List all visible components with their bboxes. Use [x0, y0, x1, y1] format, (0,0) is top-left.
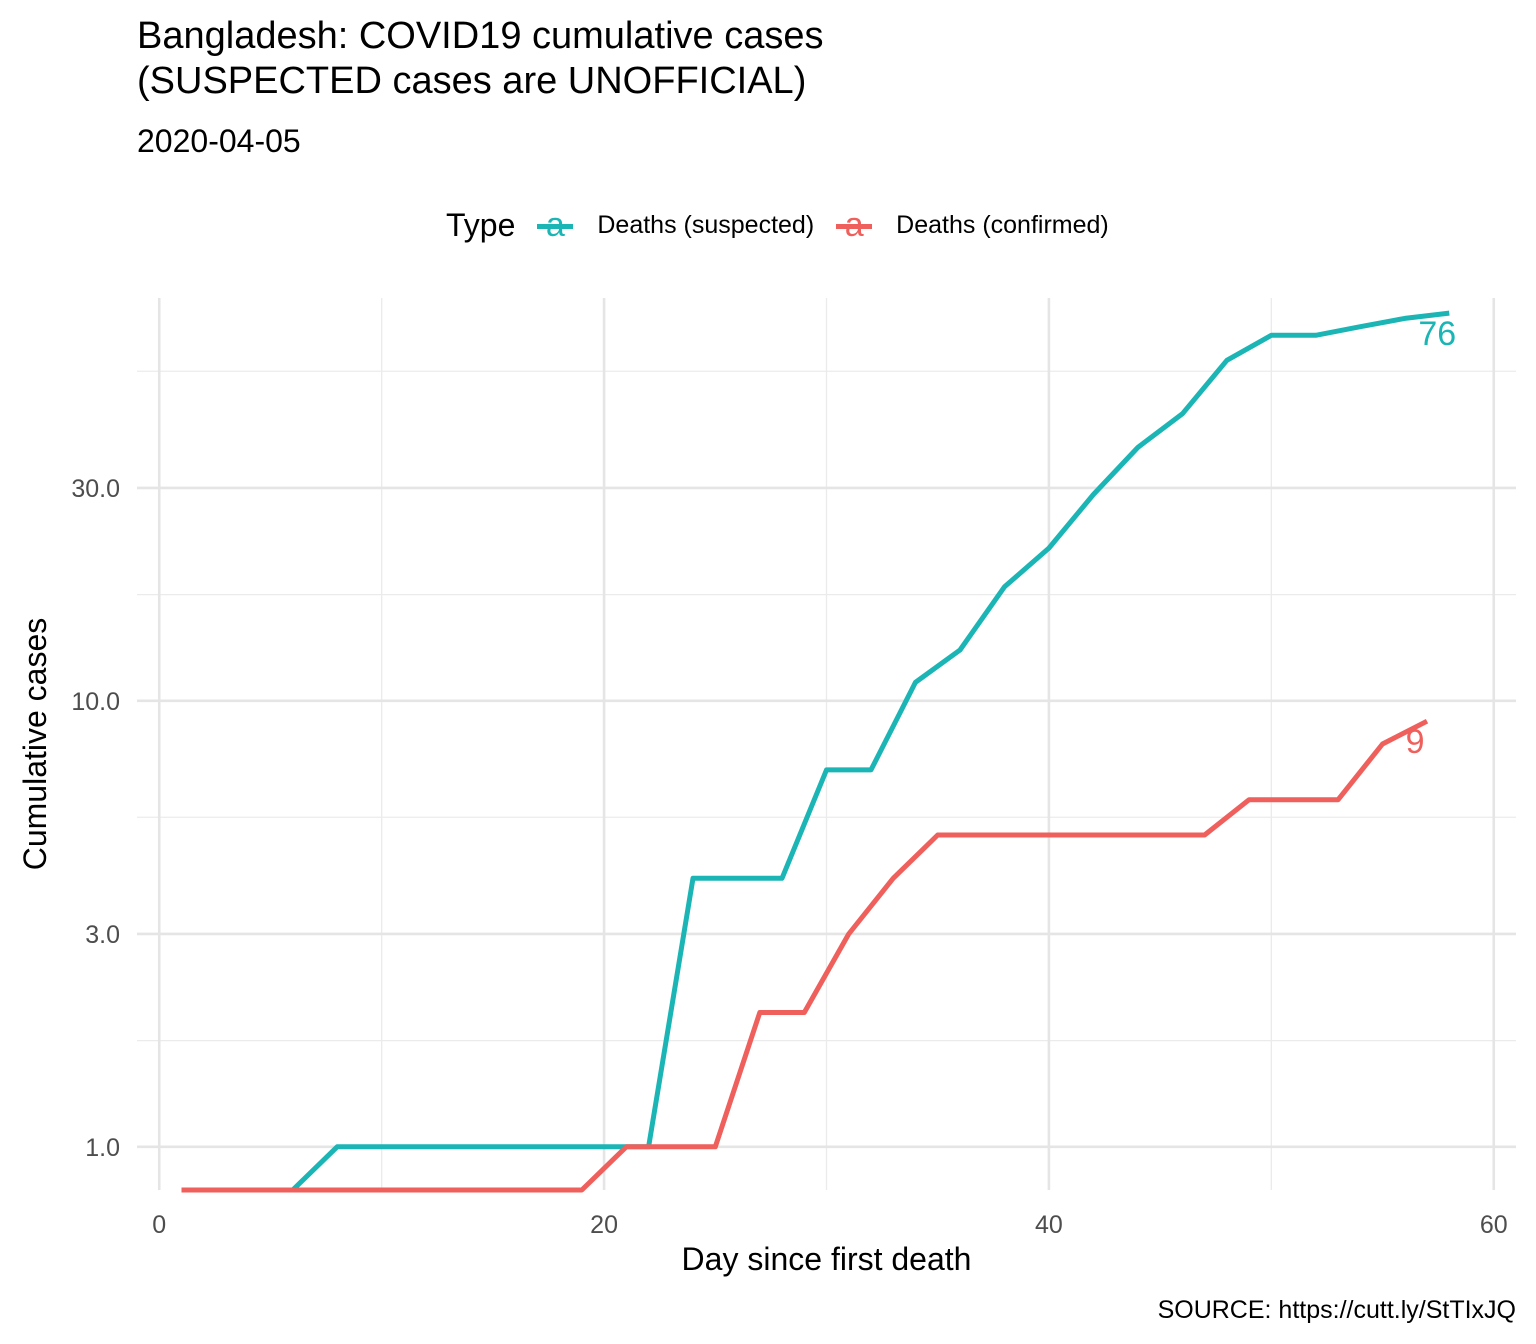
legend-title: Type — [446, 206, 516, 243]
series-end-label-0: 76 — [1418, 315, 1456, 353]
legend-key-line-confirmed — [836, 224, 873, 229]
legend-key-line-suspected — [537, 224, 574, 229]
grid-minor — [137, 298, 1516, 1190]
legend-key-glyph-suspected: a — [545, 206, 565, 244]
legend-label-suspected: Deaths (suspected) — [597, 210, 815, 239]
legend-label-confirmed: Deaths (confirmed) — [896, 210, 1109, 239]
legend-item-confirmed: a Deaths (confirmed) — [836, 206, 1109, 244]
chart-subtitle: 2020-04-05 — [137, 123, 301, 159]
x-tick-label-1: 20 — [590, 1211, 618, 1239]
chart-title-line-2: (SUSPECTED cases are UNOFFICIAL) — [137, 60, 807, 102]
chart-title-line-1: Bangladesh: COVID19 cumulative cases — [137, 15, 824, 57]
series-line-1 — [181, 718, 1429, 1193]
legend-key-suspected: a — [537, 206, 574, 244]
series-line-0 — [203, 310, 1450, 1193]
chart-title: Bangladesh: COVID19 cumulative cases (SU… — [137, 14, 823, 104]
x-axis-title: Day since first death — [682, 1241, 972, 1277]
series-end-label-1: 9 — [1406, 723, 1425, 761]
legend-key-confirmed: a — [836, 206, 873, 244]
axis-layer: 0 20 40 60 1.0 3.0 10.0 30.0 Day since first dea… — [17, 475, 1508, 1277]
x-tick-label-3: 60 — [1480, 1211, 1508, 1239]
legend: Type a Deaths (suspected) a Deaths (conf… — [446, 203, 1131, 247]
y-tick-label-1: 3.0 — [85, 921, 120, 949]
y-tick-label-0: 1.0 — [85, 1134, 120, 1162]
y-tick-label-3: 30.0 — [71, 475, 120, 503]
x-tick-label-2: 40 — [1035, 1211, 1063, 1239]
end-label-layer: 76 9 — [1406, 315, 1457, 761]
legend-key-glyph-confirmed: a — [844, 206, 864, 244]
legend-item-suspected: a Deaths (suspected) — [537, 206, 815, 244]
y-axis-title: Cumulative cases — [17, 618, 53, 871]
y-tick-label-2: 10.0 — [71, 688, 120, 716]
x-tick-label-0: 0 — [152, 1211, 166, 1239]
series-layer — [181, 310, 1450, 1193]
grid-major — [137, 298, 1516, 1190]
source-caption: SOURCE: https://cutt.ly/StTIxJQ — [1157, 1296, 1516, 1324]
